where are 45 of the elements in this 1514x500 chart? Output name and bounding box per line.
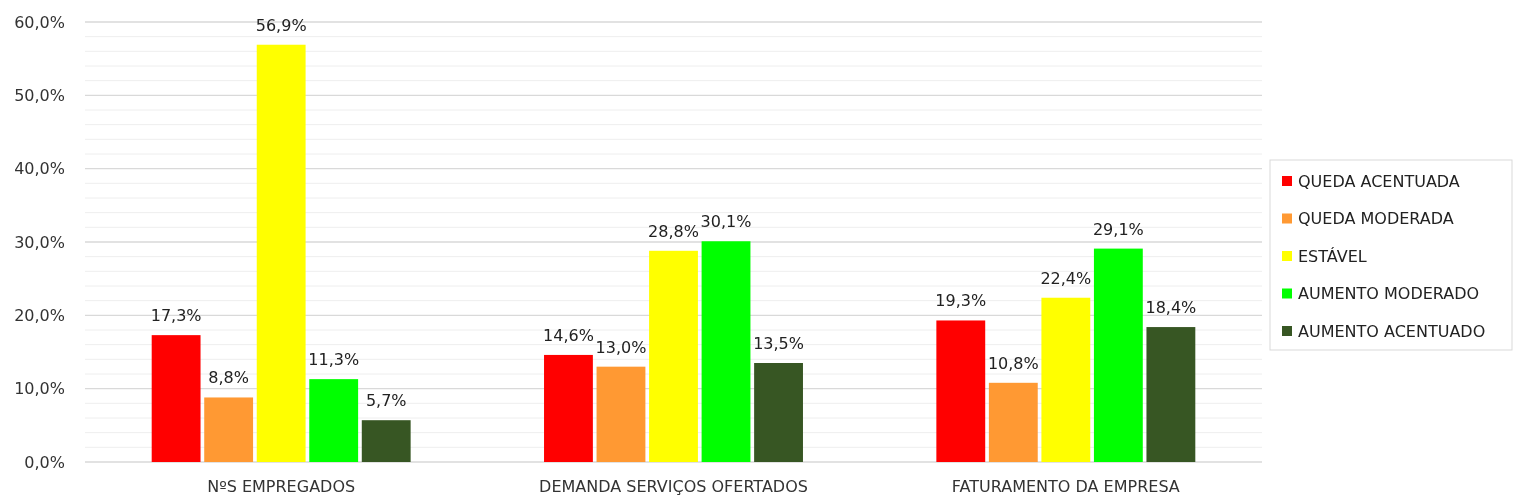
x-tick-label: NºS EMPREGADOS [207,477,356,496]
bar [701,241,751,462]
data-label: 19,3% [935,291,987,311]
y-tick-label: 0,0% [24,452,65,472]
bar [1146,327,1196,462]
bar [309,379,359,462]
data-label: 56,9% [255,15,307,35]
legend-label: QUEDA MODERADA [1298,209,1454,229]
x-tick-label: DEMANDA SERVIÇOS OFERTADOS [539,477,808,496]
y-tick-label: 50,0% [14,85,65,105]
data-label: 28,8% [648,221,699,241]
y-tick-label: 30,0% [14,232,65,252]
bar [204,397,254,462]
bar [596,366,646,462]
data-label: 30,1% [700,212,752,232]
legend-label: AUMENTO ACENTUADO [1298,321,1486,341]
y-tick-label: 20,0% [14,305,65,325]
data-label: 10,8% [987,353,1039,373]
y-tick-label: 40,0% [14,159,65,179]
data-label: 17,3% [150,306,202,326]
data-label: 13,0% [595,337,647,357]
data-label: 8,8% [208,368,249,388]
legend-label: AUMENTO MODERADO [1298,284,1480,304]
bar [649,250,698,462]
bar [361,420,411,462]
bar [754,363,803,462]
data-label: 14,6% [543,325,594,345]
bar [1041,297,1091,462]
bar [256,44,306,462]
data-label: 5,7% [365,391,407,411]
data-label: 29,1% [1092,219,1144,239]
bar [1093,248,1143,462]
bar [544,354,593,462]
legend-label: ESTÁVEL [1298,246,1367,266]
y-tick-label: 10,0% [14,379,65,399]
x-tick-label: FATURAMENTO DA EMPRESA [951,477,1180,496]
legend-label: QUEDA ACENTUADA [1298,171,1460,191]
data-label: 13,5% [753,334,804,353]
y-tick-label: 60,0% [14,12,65,32]
data-label: 11,3% [308,350,360,370]
bar [151,335,201,462]
bar [936,320,986,462]
bar [988,382,1038,462]
data-label: 22,4% [1040,268,1092,288]
data-label: 18,4% [1145,298,1197,318]
